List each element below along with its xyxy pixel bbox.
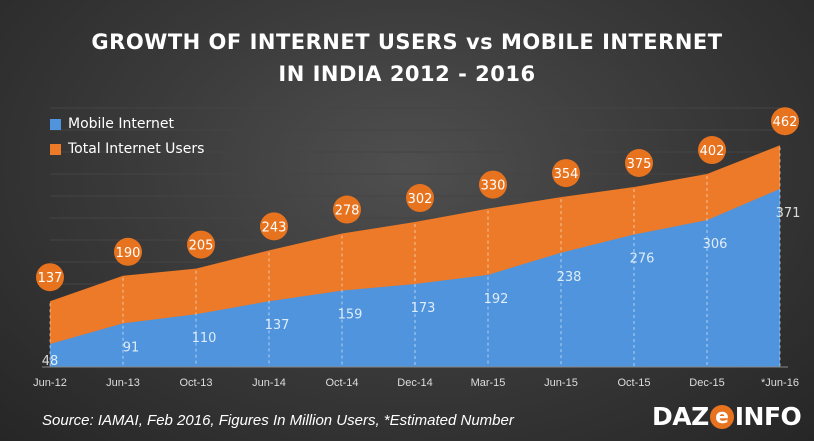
data-label-total: 243 xyxy=(262,220,287,235)
data-label-mobile: 306 xyxy=(703,237,728,252)
x-tick-label: Mar-15 xyxy=(471,377,506,389)
data-label-total: 278 xyxy=(335,204,360,219)
data-bubble-total xyxy=(333,195,361,224)
data-label-total: 462 xyxy=(773,115,798,130)
data-bubble-total xyxy=(36,263,64,292)
data-label-total: 402 xyxy=(700,144,725,159)
chart-title-line-1: GROWTH OF INTERNET USERS vs MOBILE INTER… xyxy=(91,30,723,54)
data-label-total: 330 xyxy=(481,179,506,194)
data-bubble-total xyxy=(114,237,142,266)
data-label-mobile: 192 xyxy=(484,292,509,307)
x-tick-label: Dec-15 xyxy=(689,377,724,389)
x-tick-label: Jun-15 xyxy=(544,377,578,389)
legend-item-mobile: Mobile Internet xyxy=(50,112,204,136)
data-label-mobile: 48 xyxy=(42,354,59,369)
brand-logo-mark: e xyxy=(709,405,734,429)
x-tick-label: Oct-13 xyxy=(179,377,212,389)
data-label-mobile: 91 xyxy=(123,340,140,355)
x-tick-label: *Jun-16 xyxy=(761,377,799,389)
data-label-total: 137 xyxy=(38,271,63,286)
data-label-total: 302 xyxy=(408,192,433,207)
data-label-mobile: 371 xyxy=(776,206,801,221)
series-area-mobile-internet xyxy=(50,188,780,367)
data-label-total: 205 xyxy=(189,239,214,254)
x-tick-label: Jun-13 xyxy=(106,377,140,389)
chart-title-line-2: IN INDIA 2012 - 2016 xyxy=(278,62,536,86)
data-bubble-total xyxy=(260,212,288,241)
x-tick-label: Jun-14 xyxy=(252,377,286,389)
data-label-mobile: 159 xyxy=(338,308,363,323)
x-tick-label: Oct-14 xyxy=(325,377,358,389)
data-bubble-total xyxy=(479,170,507,199)
legend-label: Mobile Internet xyxy=(68,116,174,132)
legend-item-total: Total Internet Users xyxy=(50,137,204,161)
data-label-mobile: 137 xyxy=(265,318,290,333)
brand-text-left: DAZ xyxy=(652,402,709,431)
data-bubble-total xyxy=(187,230,215,259)
legend: Mobile Internet Total Internet Users xyxy=(50,112,204,162)
brand-text-right: INFO xyxy=(734,402,802,431)
data-label-total: 354 xyxy=(554,167,579,182)
source-note: Source: IAMAI, Feb 2016, Figures In Mill… xyxy=(42,412,514,429)
data-label-mobile: 276 xyxy=(630,252,655,267)
x-tick-label: Oct-15 xyxy=(617,377,650,389)
legend-swatch-mobile xyxy=(50,118,61,130)
data-label-mobile: 173 xyxy=(411,301,436,316)
data-label-mobile: 238 xyxy=(557,270,582,285)
data-bubble-total xyxy=(698,136,726,165)
x-tick-label: Dec-14 xyxy=(397,377,432,389)
data-bubble-total xyxy=(625,149,653,177)
data-label-total: 190 xyxy=(116,246,141,261)
brand-logo: DAZ e INFO xyxy=(652,402,802,431)
data-bubble-total xyxy=(406,184,434,213)
x-tick-label: Jun-12 xyxy=(33,377,67,389)
legend-label: Total Internet Users xyxy=(68,141,205,157)
legend-swatch-total xyxy=(50,143,61,155)
data-bubble-total xyxy=(552,159,580,188)
data-label-total: 375 xyxy=(627,157,652,172)
data-bubble-total xyxy=(771,107,799,136)
data-label-mobile: 110 xyxy=(192,331,217,346)
